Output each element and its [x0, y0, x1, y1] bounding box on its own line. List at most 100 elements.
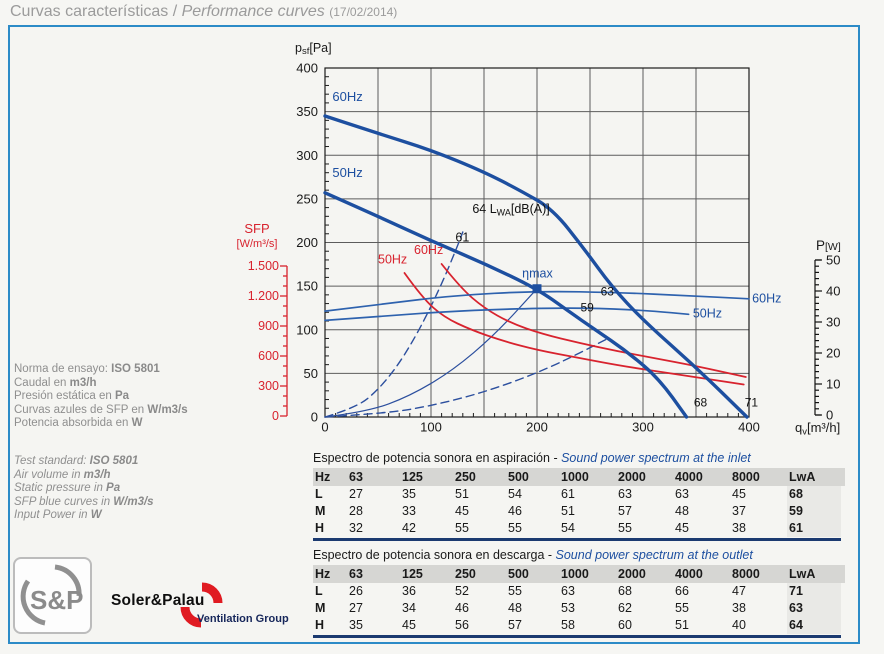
spectrum-value: 45 [455, 504, 469, 518]
spectrum-value: 48 [508, 601, 522, 615]
lwa-value: 61 [787, 520, 841, 537]
legend-line: Curvas azules de SFP en W/m3/s [14, 403, 188, 416]
table-header-cell: 4000 [675, 567, 703, 581]
page-title-es: Curvas características [10, 3, 169, 20]
spectrum-value: 54 [508, 487, 522, 501]
table-bottom-rule [313, 538, 841, 541]
table-title: Espectro de potencia sonora en descarga … [313, 548, 753, 562]
table-header-cell: 250 [455, 470, 476, 484]
spectrum-value: 33 [402, 504, 416, 518]
spectrum-value: 63 [618, 487, 632, 501]
lwa-value: 68 [787, 486, 841, 503]
spectrum-value: 62 [618, 601, 632, 615]
table-header-cell: LwA [789, 470, 816, 484]
table-header-cell: 500 [508, 470, 529, 484]
spectrum-value: 46 [508, 504, 522, 518]
spectrum-value: 55 [508, 584, 522, 598]
sp-monogram-text: S&P [30, 585, 83, 615]
table-header-cell: Hz [315, 567, 331, 581]
spectrum-value: 63 [561, 584, 575, 598]
spectrum-value: 46 [455, 601, 469, 615]
spectrum-value: 66 [675, 584, 689, 598]
row-label: M [315, 504, 326, 518]
table-row: M 27 34 46 48 53 62 55 38 63 [313, 600, 845, 617]
brand-tagline: Ventilation Group [197, 613, 289, 625]
row-label: H [315, 618, 325, 632]
spectrum-value: 55 [618, 521, 632, 535]
table-header-cell: 125 [402, 567, 423, 581]
spectrum-value: 37 [732, 504, 746, 518]
table-row: H 35 45 56 57 58 60 51 40 64 [313, 617, 845, 634]
brand-name: Soler&Palau [111, 592, 205, 609]
legend-line: Presión estática en Pa [14, 390, 130, 403]
spectrum-value: 28 [349, 504, 363, 518]
table-header-cell: 250 [455, 567, 476, 581]
spectrum-value: 35 [402, 487, 416, 501]
spectrum-value: 36 [402, 584, 416, 598]
row-label: M [315, 601, 326, 615]
table-row: L 27 35 51 54 61 63 63 45 68 [313, 486, 845, 503]
legend-line: Test standard: ISO 5801 [14, 455, 139, 467]
page-title-en: Performance curves [181, 3, 325, 20]
page-title: Curvas características / Performance cur… [10, 3, 397, 21]
legend-text-spanish: Norma de ensayo: ISO 5801 Caudal en m3/h P… [14, 363, 314, 431]
table-header-cell: 63 [349, 470, 363, 484]
legend-line: Static pressure in Pa [14, 482, 121, 495]
spectrum-value: 47 [732, 584, 746, 598]
spectrum-value: 53 [561, 601, 575, 615]
legend-line: Norma de ensayo: ISO 5801 [14, 363, 160, 375]
legend-line: SFP blue curves in W/m3/s [14, 495, 154, 508]
spectrum-value: 60 [618, 618, 632, 632]
spectrum-value: 58 [561, 618, 575, 632]
legend-text-english: Test standard: ISO 5801 Air volume in m3/… [14, 455, 314, 523]
spectrum-value: 57 [618, 504, 632, 518]
brand-swirl-icon [180, 582, 223, 628]
spectrum-value: 34 [402, 601, 416, 615]
table-header-cell: 125 [402, 470, 423, 484]
spectrum-value: 55 [508, 521, 522, 535]
table-header-cell: 1000 [561, 470, 589, 484]
table-header-cell: 2000 [618, 567, 646, 581]
spectrum-value: 45 [675, 521, 689, 535]
spectrum-value: 38 [732, 601, 746, 615]
page-title-date: (17/02/2014) [329, 5, 398, 19]
row-label: L [315, 584, 323, 598]
legend-line: Potencia absorbida en W [14, 417, 143, 430]
legend-line: Caudal en m3/h [14, 376, 97, 389]
spectrum-value: 38 [732, 521, 746, 535]
spectrum-value: 27 [349, 601, 363, 615]
table-row: M 28 33 45 46 51 57 48 37 59 [313, 503, 845, 520]
spectrum-value: 45 [732, 487, 746, 501]
lwa-value: 71 [787, 583, 841, 600]
spectrum-value: 57 [508, 618, 522, 632]
spectrum-value: 51 [455, 487, 469, 501]
sp-monogram-icon: S&P [20, 564, 83, 626]
spectrum-value: 48 [675, 504, 689, 518]
table-header-cell: 63 [349, 567, 363, 581]
table-header-cell: LwA [789, 567, 816, 581]
table-title: Espectro de potencia sonora en aspiració… [313, 451, 751, 465]
spectrum-value: 55 [675, 601, 689, 615]
table-header-cell: 2000 [618, 470, 646, 484]
sound-power-tables: Espectro de potencia sonora en aspiració… [313, 449, 845, 643]
table-row: L 26 36 52 55 63 68 66 47 71 [313, 583, 845, 600]
sp-monogram-arc-right [54, 564, 82, 597]
table-header-cell: Hz [315, 470, 331, 484]
spectrum-value: 61 [561, 487, 575, 501]
spectrum-value: 35 [349, 618, 363, 632]
table-header-cell: 500 [508, 567, 529, 581]
spectrum-value: 68 [618, 584, 632, 598]
spectrum-value: 51 [561, 504, 575, 518]
spectrum-value: 27 [349, 487, 363, 501]
table-header-row: Hz 63 125 250 500 1000 2000 4000 8000 LwA [313, 468, 845, 486]
spectrum-value: 26 [349, 584, 363, 598]
spectrum-value: 40 [732, 618, 746, 632]
sp-monogram-arc-left [20, 579, 46, 626]
lwa-value: 59 [787, 503, 841, 520]
lwa-value: 64 [787, 617, 841, 634]
table-header-cell: 1000 [561, 567, 589, 581]
table-header-cell: 8000 [732, 567, 760, 581]
swirl-arc-top [201, 582, 223, 604]
spectrum-value: 55 [455, 521, 469, 535]
table-header-cell: 4000 [675, 470, 703, 484]
